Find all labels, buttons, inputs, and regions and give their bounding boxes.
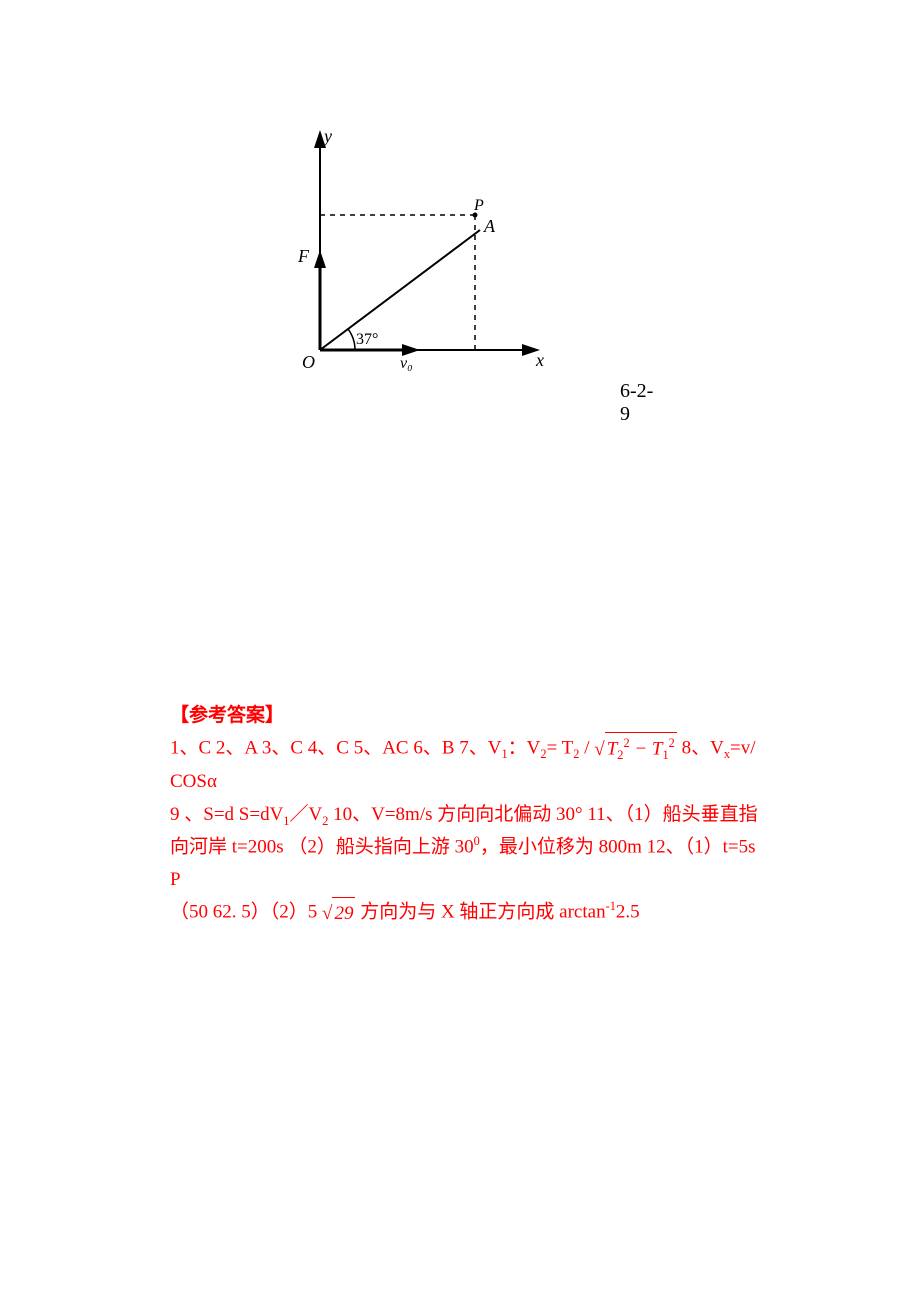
force-label: F — [297, 246, 310, 266]
text: 8、V — [682, 738, 724, 759]
angle-label: 37° — [356, 331, 378, 348]
text: （50 62. 5）（2）5 — [170, 902, 317, 923]
axis-x-label: x — [535, 350, 544, 370]
point-a-label: A — [483, 216, 496, 236]
sqrt-sign-icon: √ — [594, 734, 604, 766]
answers-line-2: 9 、S=d S=dV1／V2 10、V=8m/s 方向向北偏动 30° 11、… — [170, 799, 770, 832]
answers-title: 【参考答案】 — [170, 700, 770, 732]
text: / — [579, 738, 589, 759]
sqrt-sign-icon: √ — [322, 898, 332, 930]
text: 方向为与 X 轴正方向成 arctan — [360, 902, 605, 923]
text: ：V — [508, 738, 541, 759]
text: 向河岸 t=200s （2）船头指向上游 30 — [170, 837, 474, 858]
text: T — [607, 739, 618, 760]
sqrt-body: T22 − T12 — [605, 732, 677, 766]
text: = T — [547, 738, 574, 759]
answers-line-4: （50 62. 5）（2）5 √29 方向为与 X 轴正方向成 arctan-1… — [170, 896, 770, 930]
point-p-label: P — [473, 197, 484, 214]
figure-caption: 6-2-9 — [620, 380, 660, 426]
v0-label: v₀ — [400, 355, 413, 372]
answers-line-3: 向河岸 t=200s （2）船头指向上游 300，最小位移为 800m 12、（… — [170, 831, 770, 896]
physics-diagram-svg: y x O F 37° P A v₀ — [260, 120, 560, 380]
figure-6-2-9: y x O F 37° P A v₀ 6-2-9 — [260, 120, 660, 380]
text: 2.5 — [616, 902, 640, 923]
origin-label: O — [302, 352, 315, 372]
text: 1、C 2、A 3、C 4、C 5、AC 6、B 7、V — [170, 738, 501, 759]
sqrt-expression: √29 — [322, 897, 355, 930]
sup: -1 — [606, 899, 616, 913]
document-page: y x O F 37° P A v₀ 6-2-9 【参考答案】 1、C 2、A … — [0, 0, 920, 1302]
text: ／V — [289, 804, 322, 825]
answers-section: 【参考答案】 1、C 2、A 3、C 4、C 5、AC 6、B 7、V1：V2=… — [170, 700, 770, 930]
sqrt-expression: √T22 − T12 — [594, 732, 677, 766]
text: 10、V=8m/s 方向向北偏动 30° 11、（1）船头垂直指 — [328, 804, 757, 825]
answers-line-1: 1、C 2、A 3、C 4、C 5、AC 6、B 7、V1：V2= T2 / √… — [170, 732, 770, 798]
text: 9 、S=d S=dV — [170, 804, 283, 825]
text: − T — [630, 739, 663, 760]
axis-y-label: y — [322, 126, 332, 146]
sqrt-body: 29 — [332, 897, 355, 930]
